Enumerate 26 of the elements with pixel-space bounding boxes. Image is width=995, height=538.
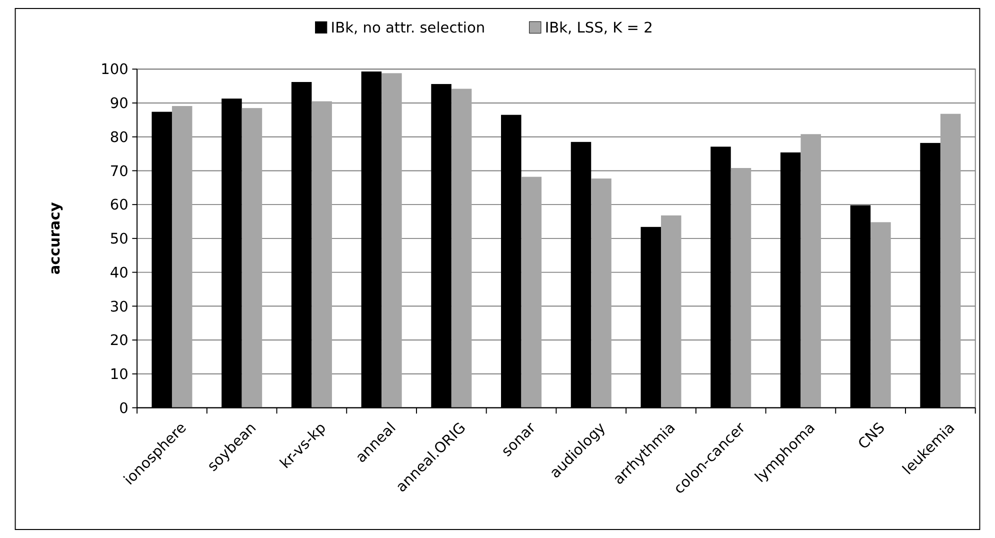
bar <box>451 88 472 408</box>
y-tick-label: 70 <box>110 162 128 180</box>
bar <box>382 73 402 408</box>
bar <box>660 215 682 408</box>
y-tick-label: 40 <box>110 264 128 282</box>
legend-label: IBk, no attr. selection <box>330 20 486 36</box>
y-tick-label: 50 <box>110 230 128 248</box>
y-axis-title: accuracy <box>46 202 64 275</box>
bar <box>870 222 891 408</box>
bar <box>940 114 961 408</box>
bar <box>800 134 821 408</box>
y-tick-label: 60 <box>110 196 128 214</box>
bar <box>521 176 542 408</box>
y-tick-label: 90 <box>110 95 128 112</box>
y-tick-label: 10 <box>110 366 128 383</box>
bar <box>242 108 262 408</box>
bar <box>172 106 192 408</box>
bar <box>730 168 752 408</box>
y-tick-label: 30 <box>110 298 128 316</box>
y-tick-label: 0 <box>119 400 128 417</box>
bar <box>312 101 332 408</box>
y-tick-label: 20 <box>110 332 128 350</box>
y-tick-label: 100 <box>100 61 128 78</box>
bar <box>591 178 612 408</box>
y-tick-label: 80 <box>110 128 128 146</box>
legend-label: IBk, LSS, K = 2 <box>544 20 653 36</box>
